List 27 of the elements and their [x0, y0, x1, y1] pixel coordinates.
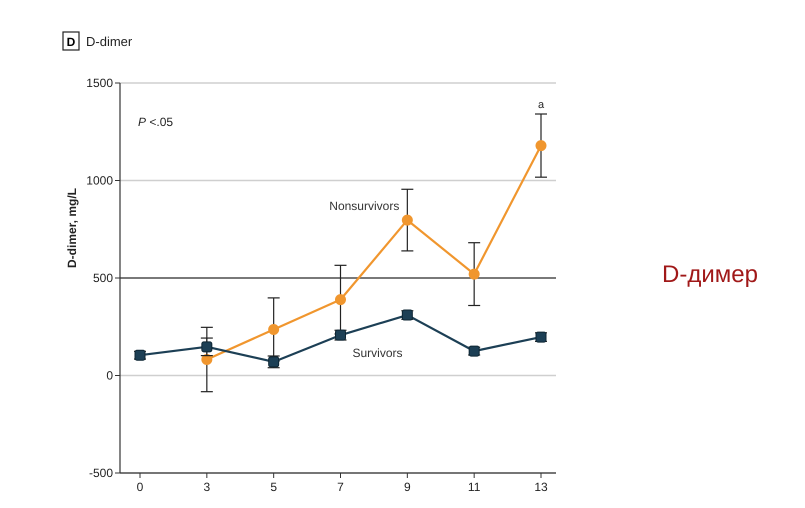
x-tick-label: 7	[337, 480, 344, 494]
y-tick-label: 1500	[86, 76, 114, 90]
series-label: Survivors	[352, 346, 403, 360]
y-tick-label: -500	[88, 466, 114, 480]
y-tick-label: 1000	[86, 174, 114, 188]
x-tick-label: 5	[270, 480, 278, 494]
point	[201, 354, 212, 366]
point	[536, 140, 546, 152]
series-label: Nonsurvivors	[329, 199, 400, 214]
y-axis-title: D-dimer, mg/L	[65, 188, 79, 268]
point	[468, 268, 480, 280]
x-tick-label: 0	[136, 480, 144, 494]
point	[201, 341, 212, 352]
text: D	[66, 35, 76, 49]
point	[402, 214, 413, 226]
point	[268, 324, 280, 335]
y-tick-label: 500	[92, 271, 114, 285]
x-tick-label: 13	[534, 480, 548, 494]
x-tick-label: 11	[468, 480, 481, 494]
x-tick-label: 3	[203, 480, 210, 494]
annotation: a	[538, 99, 545, 112]
x-tick-label: 9	[404, 480, 411, 494]
point	[335, 294, 346, 306]
annotation: P <.05	[138, 115, 174, 129]
chart-title: D-dimer	[86, 34, 133, 49]
text: D-димер	[662, 261, 758, 288]
y-tick-label: 0	[106, 368, 114, 382]
